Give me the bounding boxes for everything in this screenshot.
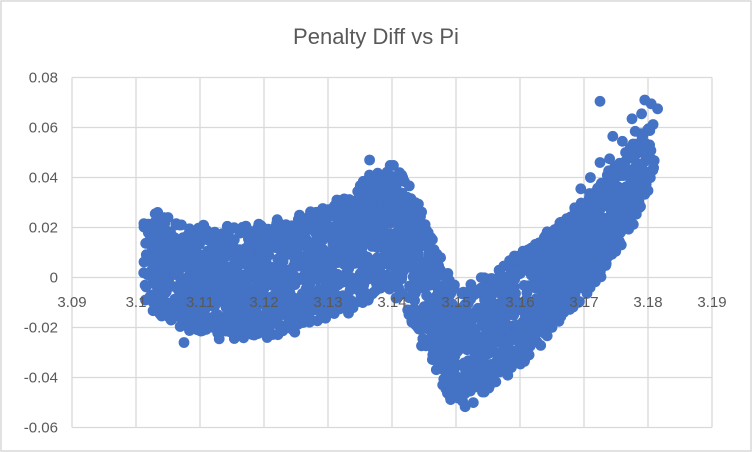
x-tick-label: 3.14 bbox=[377, 294, 406, 311]
y-tick-label: -0.04 bbox=[24, 370, 58, 387]
outlier-point bbox=[594, 157, 606, 168]
outlier-point bbox=[629, 125, 641, 137]
x-tick-label: 3.17 bbox=[569, 294, 598, 311]
x-tick-label: 3.15 bbox=[441, 294, 470, 311]
outlier-point bbox=[607, 130, 619, 142]
scatter-points bbox=[138, 94, 663, 413]
x-tick-label: 3.13 bbox=[313, 294, 342, 311]
outlier-point bbox=[626, 113, 638, 125]
outlier-point bbox=[585, 172, 596, 183]
x-tick-label: 3.1 bbox=[126, 294, 147, 311]
y-axis-labels: 0.08 0.06 0.04 0.02 0 -0.02 -0.04 -0.06 bbox=[24, 70, 58, 437]
outlier-point bbox=[617, 135, 628, 147]
x-tick-label: 3.11 bbox=[186, 294, 214, 311]
outlier-point bbox=[149, 208, 161, 220]
x-tick-label: 3.19 bbox=[697, 294, 726, 311]
outlier-point bbox=[524, 338, 535, 350]
outlier-point bbox=[162, 212, 174, 223]
y-tick-label: 0.02 bbox=[29, 220, 58, 237]
chart-title: Penalty Diff vs Pi bbox=[293, 24, 459, 49]
outlier-point bbox=[604, 153, 615, 165]
outlier-point bbox=[620, 147, 631, 158]
y-tick-label: 0 bbox=[50, 270, 58, 287]
outlier-point bbox=[636, 108, 647, 120]
x-tick-label: 3.12 bbox=[249, 294, 278, 311]
outlier-point bbox=[652, 103, 663, 115]
outlier-point bbox=[140, 219, 152, 231]
x-tick-label: 3.16 bbox=[505, 294, 534, 311]
y-tick-label: 0.06 bbox=[29, 120, 58, 137]
x-axis-labels: 3.09 3.1 3.11 3.12 3.13 3.14 3.15 3.16 3.17 3.18 3… bbox=[57, 294, 726, 311]
x-tick-label: 3.18 bbox=[633, 294, 662, 311]
y-tick-label: 0.04 bbox=[29, 170, 58, 187]
outlier-point bbox=[364, 154, 375, 166]
y-tick-label: -0.06 bbox=[24, 420, 58, 437]
y-tick-label: -0.02 bbox=[24, 320, 58, 337]
outlier-point bbox=[594, 95, 606, 107]
outlier-point bbox=[178, 337, 190, 348]
outlier-point bbox=[261, 332, 273, 343]
x-tick-label: 3.09 bbox=[57, 294, 86, 311]
y-tick-label: 0.08 bbox=[29, 70, 58, 87]
outlier-point bbox=[213, 333, 225, 345]
outlier-point bbox=[575, 183, 587, 195]
